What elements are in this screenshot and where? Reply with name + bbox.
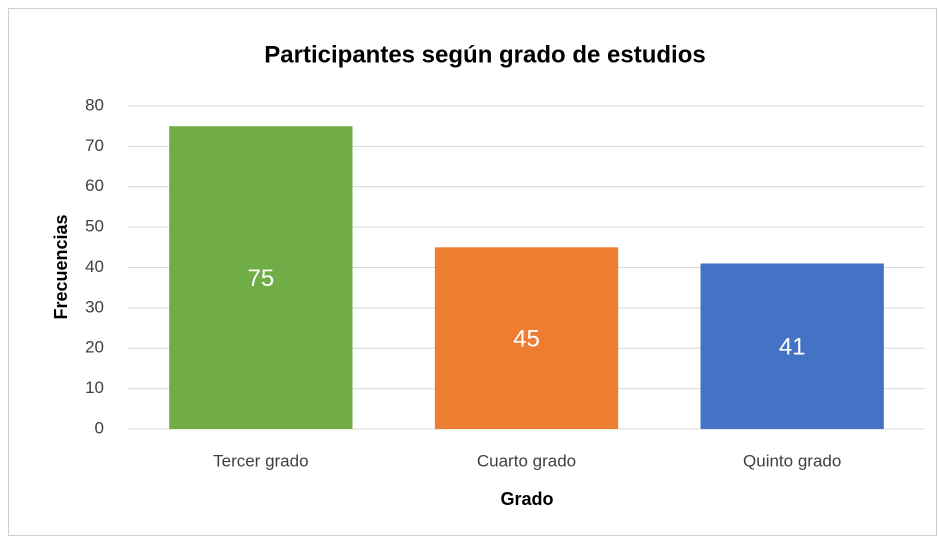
chart-title: Participantes según grado de estudios (264, 41, 705, 68)
y-tick-label: 40 (85, 257, 104, 276)
y-tick-label: 80 (85, 95, 104, 114)
x-tick-label: Cuarto grado (477, 451, 576, 470)
y-tick-label: 30 (85, 297, 104, 316)
x-axis-title: Grado (500, 489, 553, 509)
data-label: 41 (779, 334, 806, 361)
y-tick-label: 60 (85, 176, 104, 195)
y-tick-label: 10 (85, 378, 104, 397)
x-tick-label: Tercer grado (213, 451, 308, 470)
y-tick-label: 20 (85, 338, 104, 357)
y-axis-title: Frecuencias (51, 214, 71, 319)
y-tick-label: 0 (95, 418, 104, 437)
bar (434, 247, 619, 429)
x-tick-label: Quinto grado (743, 451, 841, 470)
y-tick-label: 50 (85, 217, 104, 236)
y-tick-label: 70 (85, 136, 104, 155)
bar (169, 126, 353, 429)
bar (700, 263, 884, 429)
data-label: 75 (247, 265, 274, 292)
data-label: 45 (513, 326, 540, 353)
